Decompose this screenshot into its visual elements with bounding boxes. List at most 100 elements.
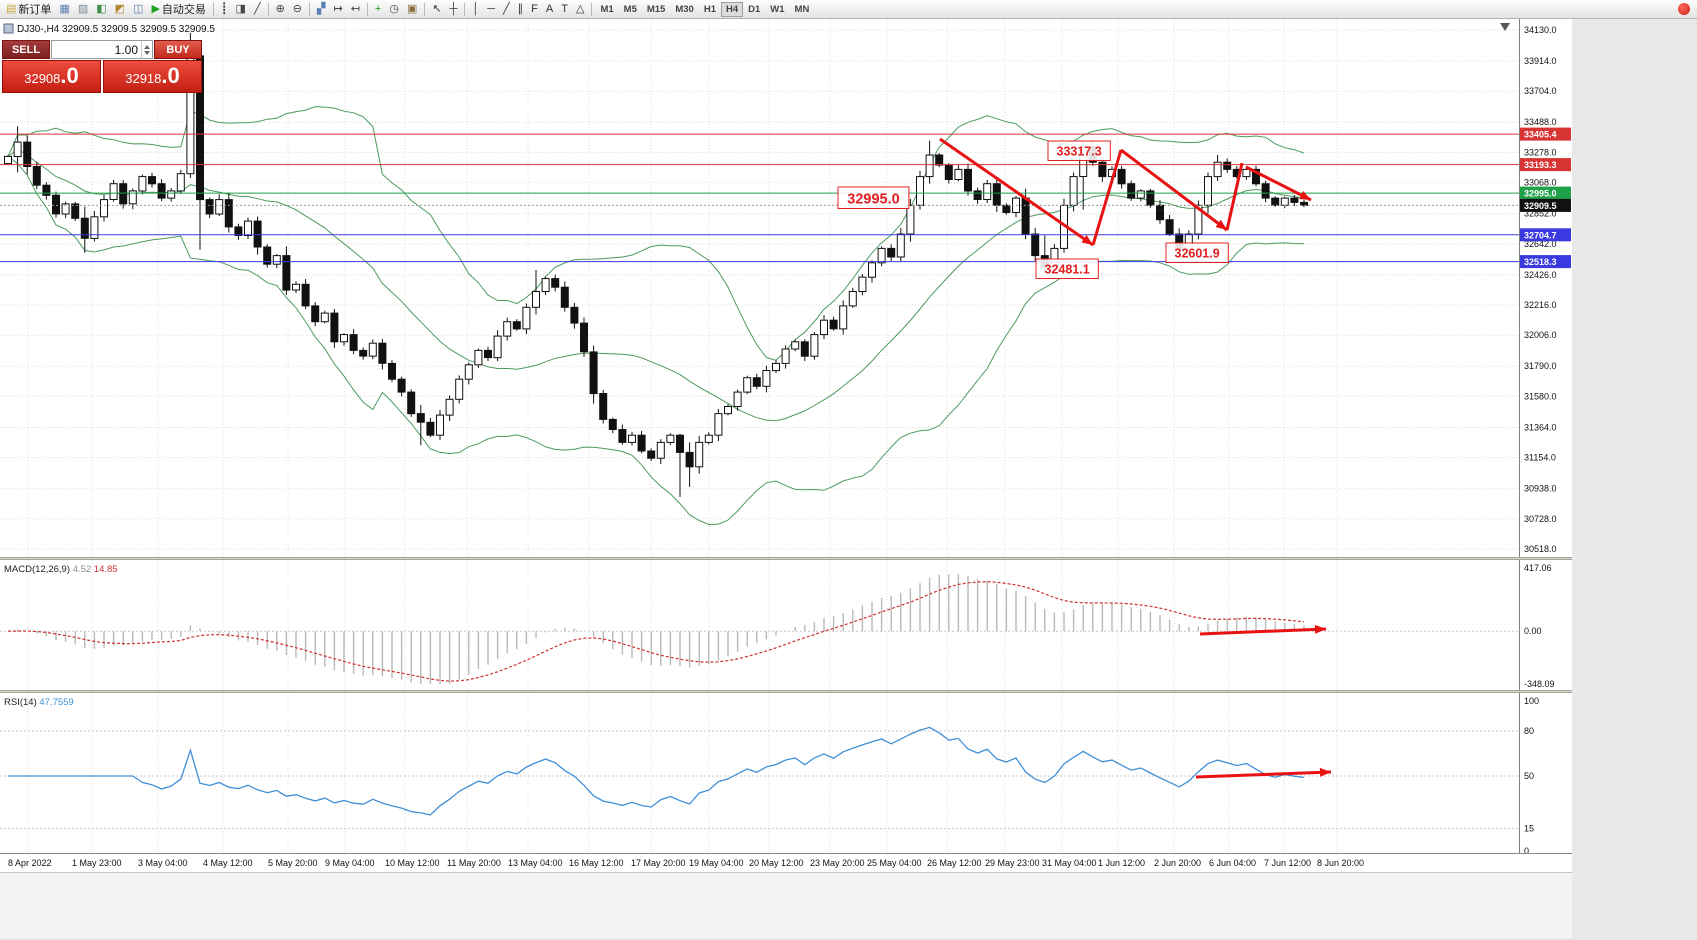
- sell-price-big-digits: .0: [60, 63, 79, 88]
- equidistant-channel-button[interactable]: ∥: [514, 1, 528, 18]
- price-annotations[interactable]: 33317.3 32995.0 32481.1 32601.9: [837, 140, 1229, 279]
- rsi-canvas[interactable]: 100 80 50 15 0 RSI(14) 47.7559: [0, 693, 1572, 856]
- tile-windows-button[interactable]: ▞: [313, 1, 329, 18]
- timeframe-m15-button[interactable]: M15: [642, 2, 670, 17]
- trend-arrow[interactable]: [1245, 165, 1312, 202]
- trend-arrow[interactable]: [1091, 149, 1123, 246]
- crosshair-button[interactable]: ┼: [446, 1, 462, 18]
- new-order-icon: ▤: [6, 2, 17, 15]
- auto-scroll-button[interactable]: ↦: [329, 1, 346, 18]
- zoom-in-button[interactable]: ⊕: [272, 1, 289, 18]
- svg-text:15: 15: [1524, 824, 1534, 834]
- time-label: 2 Jun 20:00: [1154, 858, 1202, 868]
- spinner-down-icon[interactable]: [144, 50, 150, 55]
- timeframe-h4-button[interactable]: H4: [720, 1, 744, 17]
- periods-button[interactable]: ◷: [385, 1, 403, 18]
- price-tag: 32704.7: [1520, 228, 1571, 242]
- periods-icon: ◷: [389, 2, 399, 15]
- timeframe-m30-button[interactable]: M30: [670, 2, 698, 17]
- zoom-out-button[interactable]: ⊖: [289, 1, 306, 18]
- panel-splitter[interactable]: [0, 690, 1572, 693]
- toolbar-separator: [424, 2, 426, 16]
- timeframe-mn-button[interactable]: MN: [790, 2, 815, 17]
- chart-windows-button[interactable]: ▦: [55, 1, 73, 18]
- symbol-info: DJ30-,H4 32909.5 32909.5 32909.5 32909.5: [17, 24, 215, 35]
- market-watch-button[interactable]: ◧: [92, 1, 110, 18]
- buy-price-button[interactable]: 32918.0: [103, 60, 202, 93]
- horizontal-level-lines[interactable]: [0, 133, 1519, 263]
- sell-price-button[interactable]: 32908.0: [2, 60, 101, 93]
- tile-windows-icon: ▞: [317, 2, 326, 15]
- svg-text:417.06: 417.06: [1524, 563, 1552, 573]
- cursor-button[interactable]: ↖: [428, 1, 445, 18]
- svg-text:32909.5: 32909.5: [1524, 201, 1557, 211]
- svg-text:32704.7: 32704.7: [1524, 230, 1557, 240]
- svg-text:31790.0: 31790.0: [1524, 361, 1557, 371]
- fibonacci-button[interactable]: F: [527, 1, 542, 18]
- time-label: 11 May 20:00: [447, 858, 501, 868]
- horizontal-line-icon: ─: [487, 2, 496, 15]
- vertical-line-button[interactable]: │: [468, 1, 483, 18]
- timeframe-m5-button[interactable]: M5: [619, 2, 642, 17]
- autotrading-button[interactable]: ▶ 自动交易: [147, 1, 209, 18]
- navigator-button[interactable]: ◩: [111, 1, 129, 18]
- macd-canvas[interactable]: 417.06 0.00 -348.09 MACD(12,26,9) 4.52 14.8…: [0, 560, 1572, 690]
- trend-arrow[interactable]: [1199, 627, 1327, 636]
- volume-value: 1.00: [114, 42, 138, 57]
- svg-text:34130.0: 34130.0: [1524, 25, 1557, 35]
- candlesticks: [4, 32, 1308, 497]
- navigator-icon: ◩: [114, 2, 126, 15]
- volume-field[interactable]: 1.00: [51, 40, 153, 59]
- trendline-button[interactable]: ╱: [499, 1, 514, 18]
- svg-text:30938.0: 30938.0: [1524, 484, 1557, 494]
- svg-text:31154.0: 31154.0: [1524, 453, 1556, 463]
- time-label: 29 May 23:00: [985, 858, 1040, 868]
- svg-text:33068.0: 33068.0: [1524, 178, 1557, 188]
- text-label-button[interactable]: T: [557, 1, 572, 18]
- volume-spinner[interactable]: [141, 41, 152, 58]
- time-axis[interactable]: 8 Apr 2022 1 May 23:00 3 May 04:00 4 May 12…: [0, 853, 1572, 872]
- timeframe-d1-button[interactable]: D1: [743, 2, 765, 17]
- templates-button[interactable]: ▣: [403, 1, 421, 18]
- arrows-tool-button[interactable]: △: [572, 1, 588, 18]
- trend-arrow[interactable]: [939, 137, 1094, 247]
- panel-splitter[interactable]: [0, 557, 1572, 560]
- autotrading-icon: ▶: [151, 2, 160, 15]
- sell-button[interactable]: SELL: [2, 40, 50, 59]
- trend-arrow[interactable]: [1120, 148, 1228, 232]
- price-axis[interactable]: 34130.0 33914.0 33704.0 33488.0 33278.0 33068…: [1524, 25, 1557, 554]
- new-order-button[interactable]: ▤ 新订单: [2, 1, 55, 18]
- text-button[interactable]: A: [542, 1, 557, 18]
- candlestick-chart-button[interactable]: ◨: [232, 1, 250, 18]
- timeframe-h1-button[interactable]: H1: [699, 2, 721, 17]
- timeframe-m1-button[interactable]: M1: [595, 2, 618, 17]
- indicators-button[interactable]: +: [371, 1, 385, 18]
- market-watch-icon: ◧: [96, 2, 107, 15]
- line-chart-icon: ╱: [253, 2, 261, 15]
- price-tag: 33193.3: [1520, 158, 1571, 172]
- horizontal-line-button[interactable]: ─: [483, 1, 499, 18]
- trendline-icon: ╱: [503, 2, 510, 15]
- main-chart-canvas[interactable]: 34130.0 33914.0 33704.0 33488.0 33278.0 33068…: [0, 19, 1572, 557]
- arrowhead: [1314, 624, 1326, 634]
- profiles-button[interactable]: ▨: [74, 1, 92, 18]
- bars-chart-button[interactable]: ┋: [217, 1, 232, 18]
- trend-arrow[interactable]: [1195, 770, 1332, 779]
- templates-icon: ▣: [406, 2, 418, 15]
- chart-shift-button[interactable]: ↤: [347, 1, 364, 18]
- spinner-up-icon[interactable]: [144, 44, 150, 49]
- timeframe-w1-button[interactable]: W1: [765, 2, 789, 17]
- trend-arrow[interactable]: [1225, 162, 1244, 231]
- line-chart-button[interactable]: ╱: [250, 1, 265, 18]
- candlestick-chart-icon: ◨: [235, 2, 246, 15]
- terminal-button[interactable]: ◫: [129, 1, 147, 18]
- toolbar-right-group: [1678, 3, 1695, 15]
- buy-button[interactable]: BUY: [154, 40, 202, 59]
- indicators-icon: +: [374, 2, 382, 15]
- time-label: 3 May 04:00: [138, 858, 188, 868]
- symbol-icon: [3, 23, 14, 34]
- price-tag: 32995.0: [1520, 186, 1571, 200]
- buy-price-big-digits: .0: [161, 63, 180, 88]
- new-order-label: 新订单: [18, 4, 52, 16]
- community-icon[interactable]: [1678, 3, 1690, 15]
